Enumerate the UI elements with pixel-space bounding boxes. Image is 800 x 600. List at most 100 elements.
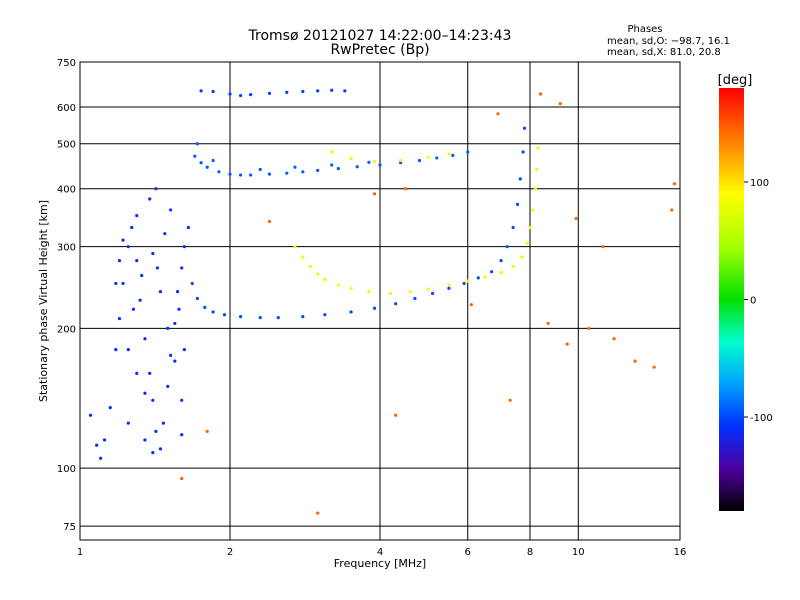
data-points: [88, 88, 677, 515]
data-point: [499, 270, 503, 275]
data-point: [267, 172, 272, 176]
data-point: [117, 316, 122, 321]
data-point: [533, 187, 537, 191]
data-point: [182, 348, 186, 352]
data-point: [135, 214, 139, 218]
data-point: [508, 398, 512, 402]
y-tick-label: 75: [63, 522, 76, 533]
data-point: [355, 165, 359, 169]
data-point: [143, 438, 147, 442]
data-point: [538, 92, 543, 96]
x-tick-label: 2: [227, 547, 233, 558]
data-point: [522, 126, 527, 130]
data-point: [169, 353, 173, 357]
data-point: [558, 102, 562, 106]
colorbar-ticks: 100 0 -100: [744, 178, 773, 424]
data-point: [195, 142, 199, 146]
data-point: [330, 163, 334, 167]
data-point: [349, 156, 353, 160]
colorbar-tick-label: 100: [750, 178, 769, 189]
data-point: [466, 150, 470, 154]
data-point: [211, 158, 215, 163]
grid-lines: [80, 61, 680, 540]
data-point: [99, 456, 103, 460]
data-point: [367, 160, 371, 164]
data-point: [417, 158, 422, 163]
data-point: [349, 310, 353, 314]
data-point: [205, 429, 209, 433]
data-point: [518, 177, 522, 181]
data-point: [249, 173, 253, 177]
data-point: [521, 150, 525, 154]
data-point: [528, 225, 532, 230]
data-point: [496, 112, 500, 116]
data-point: [267, 91, 272, 95]
data-point: [378, 163, 382, 167]
stats-heading: Phases: [627, 24, 662, 35]
data-point: [633, 359, 637, 363]
data-point: [316, 272, 320, 276]
data-point: [131, 307, 136, 311]
data-point: [143, 391, 147, 395]
data-point: [155, 266, 160, 270]
data-point: [222, 313, 227, 317]
data-point: [143, 337, 147, 341]
data-point: [565, 342, 569, 346]
data-point: [323, 277, 327, 282]
data-point: [176, 290, 180, 294]
data-point: [447, 283, 451, 287]
data-point: [330, 88, 334, 92]
x-tick-label: 1: [77, 547, 83, 558]
data-point: [587, 326, 591, 331]
data-point: [670, 208, 674, 212]
data-point: [166, 384, 170, 388]
data-point: [158, 447, 163, 451]
data-point: [301, 315, 305, 319]
data-point: [154, 187, 158, 191]
data-point: [177, 307, 181, 311]
data-point: [413, 296, 417, 301]
data-point: [372, 159, 377, 164]
x-tick-label: 10: [572, 547, 585, 558]
data-point: [574, 216, 578, 221]
data-point: [258, 316, 262, 320]
data-point: [505, 245, 509, 249]
y-tick-label: 600: [57, 103, 76, 114]
data-point: [531, 208, 535, 212]
data-point: [117, 258, 122, 263]
data-point: [308, 264, 313, 269]
y-tick-label: 500: [57, 140, 76, 151]
data-point: [546, 321, 550, 326]
data-point: [612, 337, 616, 341]
data-point: [126, 421, 130, 425]
data-point: [301, 89, 305, 94]
data-point: [672, 182, 677, 186]
data-point: [95, 443, 99, 447]
data-point: [447, 152, 451, 156]
data-point: [399, 158, 403, 163]
data-point: [238, 93, 243, 98]
x-tick-label: 4: [377, 547, 383, 558]
data-point: [102, 438, 107, 442]
data-point: [535, 167, 539, 172]
data-point: [238, 315, 243, 319]
data-point: [151, 398, 155, 402]
data-point: [135, 371, 139, 375]
data-point: [180, 476, 184, 481]
data-point: [114, 281, 118, 286]
colorbar: [719, 88, 744, 511]
data-point: [323, 313, 327, 317]
data-point: [520, 255, 524, 259]
data-point: [126, 348, 130, 352]
data-point: [130, 225, 134, 230]
data-point: [483, 275, 487, 279]
y-tick-label: 200: [57, 324, 76, 335]
data-point: [652, 365, 656, 369]
data-point: [388, 291, 393, 295]
data-point: [151, 450, 155, 455]
data-point: [180, 266, 184, 270]
data-point: [258, 167, 262, 172]
data-point: [403, 187, 408, 191]
data-point: [161, 421, 165, 425]
